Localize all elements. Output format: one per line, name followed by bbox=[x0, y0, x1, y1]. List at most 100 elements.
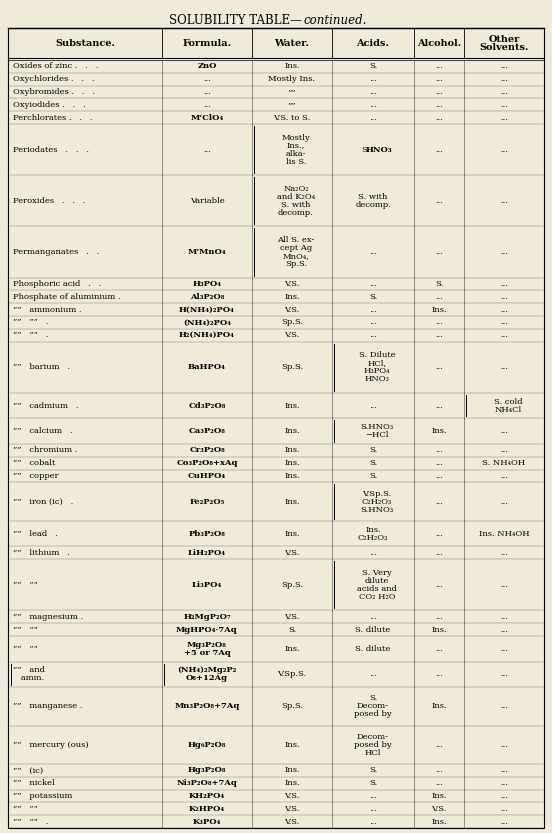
Text: ...: ... bbox=[435, 497, 443, 506]
Text: ...: ... bbox=[369, 332, 377, 339]
Text: H₂MgP₂O₇: H₂MgP₂O₇ bbox=[183, 613, 231, 621]
Text: ...: ... bbox=[500, 427, 508, 435]
Text: ””   ””: ”” ”” bbox=[13, 581, 38, 589]
Text: V.S.: V.S. bbox=[284, 332, 300, 339]
Text: Hg₆P₂O₈: Hg₆P₂O₈ bbox=[188, 741, 226, 749]
Text: M’MnO₄: M’MnO₄ bbox=[188, 248, 226, 256]
Text: ...: ... bbox=[500, 702, 508, 711]
Text: ””   lithium   .: ”” lithium . bbox=[13, 549, 70, 556]
Text: Mostly Ins.: Mostly Ins. bbox=[268, 75, 316, 83]
Text: lis S.: lis S. bbox=[286, 157, 306, 166]
Text: ...: ... bbox=[435, 459, 443, 467]
Text: ...: ... bbox=[369, 248, 377, 256]
Text: −HCl: −HCl bbox=[365, 431, 389, 439]
Text: V.S.: V.S. bbox=[284, 306, 300, 313]
Text: Ins.: Ins. bbox=[431, 792, 447, 800]
Text: ””   and: ”” and bbox=[13, 666, 45, 675]
Text: V.S.: V.S. bbox=[284, 549, 300, 556]
Text: MgHPO₄·7Aq: MgHPO₄·7Aq bbox=[176, 626, 238, 634]
Text: ””   magnesium .: ”” magnesium . bbox=[13, 613, 83, 621]
Text: S.: S. bbox=[369, 62, 377, 71]
Text: V.Sp.S.: V.Sp.S. bbox=[362, 490, 391, 497]
Text: Decom-: Decom- bbox=[357, 733, 389, 741]
Text: M’ClO₄: M’ClO₄ bbox=[190, 113, 224, 122]
Text: Li₃PO₄: Li₃PO₄ bbox=[192, 581, 222, 589]
Text: Sp.S.: Sp.S. bbox=[285, 260, 307, 268]
Text: ...: ... bbox=[500, 645, 508, 653]
Text: amm.: amm. bbox=[13, 675, 44, 682]
Text: Alcohol.: Alcohol. bbox=[417, 38, 461, 47]
Text: ...: ... bbox=[500, 626, 508, 634]
Text: V.S.: V.S. bbox=[284, 792, 300, 800]
Text: Ins.: Ins. bbox=[431, 427, 447, 435]
Text: Ins.: Ins. bbox=[431, 306, 447, 313]
Text: ...: ... bbox=[435, 75, 443, 83]
Text: O₈+12Ag: O₈+12Ag bbox=[186, 675, 228, 682]
Text: Mn₃P₂O₈+7Aq: Mn₃P₂O₈+7Aq bbox=[174, 702, 240, 711]
Text: ...: ... bbox=[435, 101, 443, 109]
Text: ...: ... bbox=[369, 818, 377, 826]
Text: Sp.S.: Sp.S. bbox=[281, 318, 303, 327]
Text: S. Dilute: S. Dilute bbox=[359, 352, 395, 359]
Text: ...: ... bbox=[435, 613, 443, 621]
Text: ...: ... bbox=[369, 280, 377, 288]
Text: ...: ... bbox=[369, 805, 377, 813]
Text: ...: ... bbox=[435, 530, 443, 537]
Text: ...: ... bbox=[435, 549, 443, 556]
Text: ...: ... bbox=[435, 197, 443, 205]
Text: S. with: S. with bbox=[358, 192, 388, 201]
Text: ZnO: ZnO bbox=[197, 62, 217, 71]
Text: V.Sp.S.: V.Sp.S. bbox=[277, 671, 306, 678]
Text: ...: ... bbox=[500, 363, 508, 372]
Text: CuHPO₄: CuHPO₄ bbox=[188, 472, 226, 480]
Text: Water.: Water. bbox=[274, 38, 310, 47]
Text: ...: ... bbox=[435, 363, 443, 372]
Text: ...: ... bbox=[369, 549, 377, 556]
Text: Hg₃P₂O₈: Hg₃P₂O₈ bbox=[188, 766, 226, 775]
Text: Ins.: Ins. bbox=[284, 779, 300, 787]
Text: ...: ... bbox=[435, 766, 443, 775]
Text: ””   lead   .: ”” lead . bbox=[13, 530, 58, 537]
Text: decomp.: decomp. bbox=[355, 201, 391, 209]
Text: S.: S. bbox=[369, 779, 377, 787]
Text: Ins. NH₄OH: Ins. NH₄OH bbox=[479, 530, 529, 537]
Text: ...: ... bbox=[500, 741, 508, 749]
Text: cept Ag: cept Ag bbox=[280, 244, 312, 252]
Text: ...: ... bbox=[435, 581, 443, 589]
Text: V.S.: V.S. bbox=[284, 805, 300, 813]
Text: ...: ... bbox=[500, 248, 508, 256]
Text: V.S. to S.: V.S. to S. bbox=[273, 113, 311, 122]
Text: Ins.: Ins. bbox=[284, 472, 300, 480]
Text: Cr₃P₂O₈: Cr₃P₂O₈ bbox=[189, 446, 225, 454]
Text: KH₂PO₄: KH₂PO₄ bbox=[189, 792, 225, 800]
Text: ””   barium   .: ”” barium . bbox=[13, 363, 70, 372]
Text: ...: ... bbox=[435, 671, 443, 678]
Text: HNO₃: HNO₃ bbox=[365, 146, 392, 153]
Text: Formula.: Formula. bbox=[183, 38, 231, 47]
Text: MnO₄,: MnO₄, bbox=[283, 252, 310, 260]
Text: ...: ... bbox=[435, 146, 443, 153]
Text: ...: ... bbox=[435, 402, 443, 410]
Text: ...: ... bbox=[369, 113, 377, 122]
Text: HCl: HCl bbox=[365, 749, 381, 757]
Text: Ins.: Ins. bbox=[431, 818, 447, 826]
Text: ...: ... bbox=[435, 88, 443, 96]
Text: ””   ””   .: ”” ”” . bbox=[13, 318, 49, 327]
Text: S.: S. bbox=[369, 766, 377, 775]
Text: ””   manganese .: ”” manganese . bbox=[13, 702, 82, 711]
Text: Fe₂P₂O₅: Fe₂P₂O₅ bbox=[189, 497, 225, 506]
Text: ...: ... bbox=[500, 293, 508, 301]
Text: ””   ammonium .: ”” ammonium . bbox=[13, 306, 82, 313]
Text: ...: ... bbox=[369, 402, 377, 410]
Text: acids and: acids and bbox=[357, 585, 397, 593]
Text: ...: ... bbox=[435, 779, 443, 787]
Text: S. NH₄OH: S. NH₄OH bbox=[482, 459, 526, 467]
Text: Phosphate of aluminium .: Phosphate of aluminium . bbox=[13, 293, 120, 301]
Text: ...: ... bbox=[500, 549, 508, 556]
Text: H₃PO₄: H₃PO₄ bbox=[193, 280, 221, 288]
Text: ...: ... bbox=[500, 113, 508, 122]
Text: ””   ””: ”” ”” bbox=[13, 626, 38, 634]
Text: C₂H₂O₃: C₂H₂O₃ bbox=[362, 497, 392, 506]
Text: S.: S. bbox=[369, 472, 377, 480]
Text: V.S.: V.S. bbox=[431, 805, 447, 813]
